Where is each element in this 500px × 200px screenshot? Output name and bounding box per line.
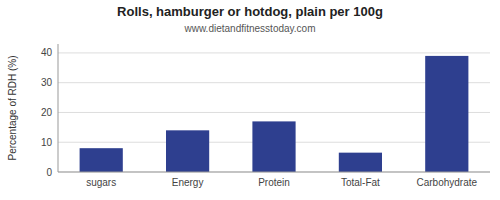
bar <box>252 121 295 172</box>
x-tick-label: Total-Fat <box>341 177 380 188</box>
x-axis-line <box>58 172 490 173</box>
title: Rolls, hamburger or hotdog, plain per 10… <box>117 4 383 19</box>
bar <box>80 148 123 172</box>
chart-svg: Rolls, hamburger or hotdog, plain per 10… <box>0 0 500 200</box>
subtitle: www.dietandfitnesstoday.com <box>184 23 316 34</box>
y-tick-label: 20 <box>41 107 53 118</box>
x-tick-label: Carbohydrate <box>417 177 478 188</box>
x-tick-label: Protein <box>258 177 290 188</box>
bars <box>80 56 469 172</box>
chart-container: Rolls, hamburger or hotdog, plain per 10… <box>0 0 500 200</box>
bar <box>339 153 382 172</box>
y-tick-label: 40 <box>41 47 53 58</box>
grid-line <box>58 172 490 173</box>
x-tick-label: sugars <box>86 177 116 188</box>
y-tick-label: 10 <box>41 137 53 148</box>
y-axis-label: Percentage of RDH (%) <box>7 55 18 160</box>
bar <box>425 56 468 172</box>
y-tick-label: 0 <box>46 167 52 178</box>
bar <box>166 130 209 172</box>
y-grid <box>58 53 490 172</box>
x-tick-label: Energy <box>172 177 204 188</box>
y-axis-line <box>58 44 59 172</box>
grid-line <box>58 52 490 53</box>
y-tick-label: 30 <box>41 77 53 88</box>
